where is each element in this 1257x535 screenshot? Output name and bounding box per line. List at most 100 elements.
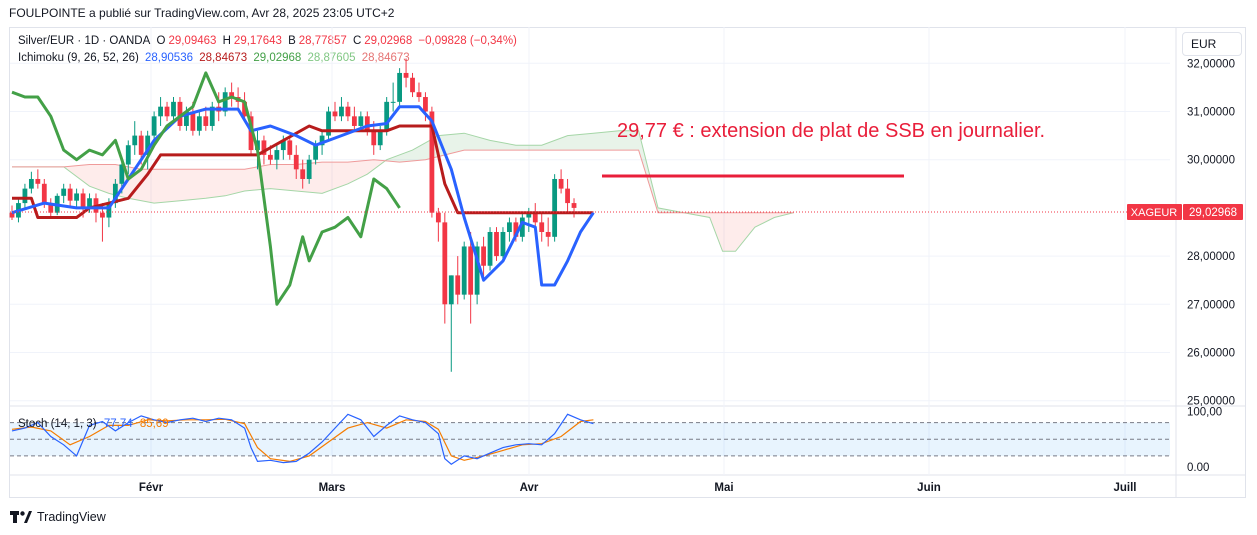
- candle: [332, 101, 338, 122]
- candle-body: [313, 145, 319, 160]
- ohlc-low: B 28,77857: [288, 35, 347, 47]
- candle-body: [287, 140, 293, 155]
- candle-body: [48, 203, 54, 213]
- price-tag-symbol: XAGEUR: [1131, 207, 1178, 219]
- candle-body: [177, 101, 183, 126]
- stoch-band: [10, 422, 1170, 456]
- candle-body: [384, 101, 390, 131]
- candle: [164, 101, 170, 122]
- candle: [222, 87, 228, 117]
- price-axis: 32,00000 31,00000 30,00000 28,00000 27,00000…: [1187, 58, 1235, 407]
- candle: [455, 256, 461, 305]
- candle-body: [358, 116, 364, 126]
- candle-body: [474, 246, 480, 295]
- candle: [293, 145, 299, 179]
- y-tick-label: 27,00000: [1187, 299, 1235, 311]
- candle: [339, 97, 344, 122]
- tradingview-brand[interactable]: TradingView: [10, 510, 106, 524]
- cloud-bearish: [66, 159, 387, 204]
- candle-body: [28, 178, 34, 189]
- candle-body: [9, 212, 15, 218]
- candle-body: [455, 275, 461, 295]
- candle-body: [171, 101, 176, 117]
- candle-body: [151, 116, 157, 136]
- candle-body: [397, 72, 402, 102]
- candle-body: [274, 150, 280, 160]
- candle-body: [429, 111, 435, 213]
- ichimoku-label[interactable]: Ichimoku (9, 26, 52, 26): [18, 52, 139, 64]
- ohlc-open: O 29,09463: [156, 35, 217, 47]
- candle-body: [377, 130, 383, 146]
- candle: [507, 217, 512, 242]
- candle-body: [112, 183, 118, 204]
- candle-body: [67, 188, 73, 201]
- candle-body: [248, 116, 254, 151]
- currency-button[interactable]: EUR: [1182, 32, 1242, 56]
- candle: [442, 212, 448, 324]
- candle-body: [513, 222, 519, 237]
- candle: [571, 198, 577, 218]
- candle-body: [306, 159, 312, 179]
- candle: [28, 171, 34, 194]
- candle-body: [184, 111, 189, 126]
- candle: [384, 97, 390, 136]
- candle-body: [41, 183, 47, 204]
- candle-body: [339, 106, 344, 117]
- candle: [300, 159, 306, 189]
- candle-body: [326, 111, 331, 136]
- x-tick-label: Mai: [714, 482, 733, 494]
- candle-body: [125, 145, 131, 165]
- time-axis: Févr Mars Avr Mai Juin Juill: [139, 482, 1137, 494]
- ichimoku-tenkan-value: 28,90536: [145, 52, 193, 64]
- candle-body: [410, 77, 415, 93]
- price-tag-value: 29,02968: [1189, 207, 1237, 219]
- candle-body: [423, 97, 428, 112]
- annotation-text[interactable]: 29,77 € : extension de plat de SSB en jo…: [617, 120, 1045, 142]
- candle: [487, 227, 493, 271]
- candle-body: [164, 106, 170, 117]
- candle: [74, 188, 79, 208]
- candle-body: [364, 116, 370, 131]
- candle-body: [196, 116, 202, 131]
- candle: [306, 154, 312, 184]
- candle-body: [332, 111, 338, 117]
- symbol-name[interactable]: Silver/EUR · 1D · OANDA: [18, 35, 151, 47]
- candle-body: [280, 140, 286, 151]
- candle: [500, 227, 506, 261]
- candle-body: [468, 246, 474, 295]
- candle-body: [203, 116, 209, 126]
- candle-body: [532, 212, 538, 223]
- candles: [9, 58, 577, 372]
- x-tick-label: Févr: [139, 482, 164, 494]
- candle-body: [74, 193, 79, 201]
- ichimoku-cloud: [12, 130, 794, 252]
- candle-body: [222, 92, 228, 112]
- candle: [565, 178, 570, 213]
- ichimoku-legend: Ichimoku (9, 26, 52, 26) 28,90536 28,846…: [18, 52, 413, 64]
- candle-body: [61, 188, 67, 196]
- ichimoku-spanb-value: 28,84673: [361, 52, 410, 64]
- candle-body: [558, 178, 564, 189]
- candle: [552, 174, 558, 242]
- candle: [229, 82, 235, 107]
- candle: [209, 101, 215, 131]
- candle: [35, 169, 41, 189]
- ichimoku-chikou-value: 29,02968: [253, 52, 302, 64]
- ichimoku-kijun-value: 28,84673: [199, 52, 248, 64]
- kijun-sen-line: [12, 124, 594, 219]
- candle: [539, 212, 545, 242]
- price-tag-symbol-bg: [1127, 204, 1182, 220]
- candle: [9, 205, 15, 220]
- candle: [203, 106, 209, 131]
- stoch-label: Stoch (14, 1, 3) 77,74 85,69: [18, 418, 169, 430]
- candle-body: [481, 246, 486, 266]
- candle-body: [552, 178, 558, 237]
- candle: [371, 121, 377, 155]
- candle: [519, 212, 525, 242]
- candle-body: [519, 217, 525, 237]
- candle-body: [571, 203, 577, 208]
- candle: [545, 217, 551, 247]
- candle: [132, 121, 138, 155]
- candle: [22, 183, 28, 208]
